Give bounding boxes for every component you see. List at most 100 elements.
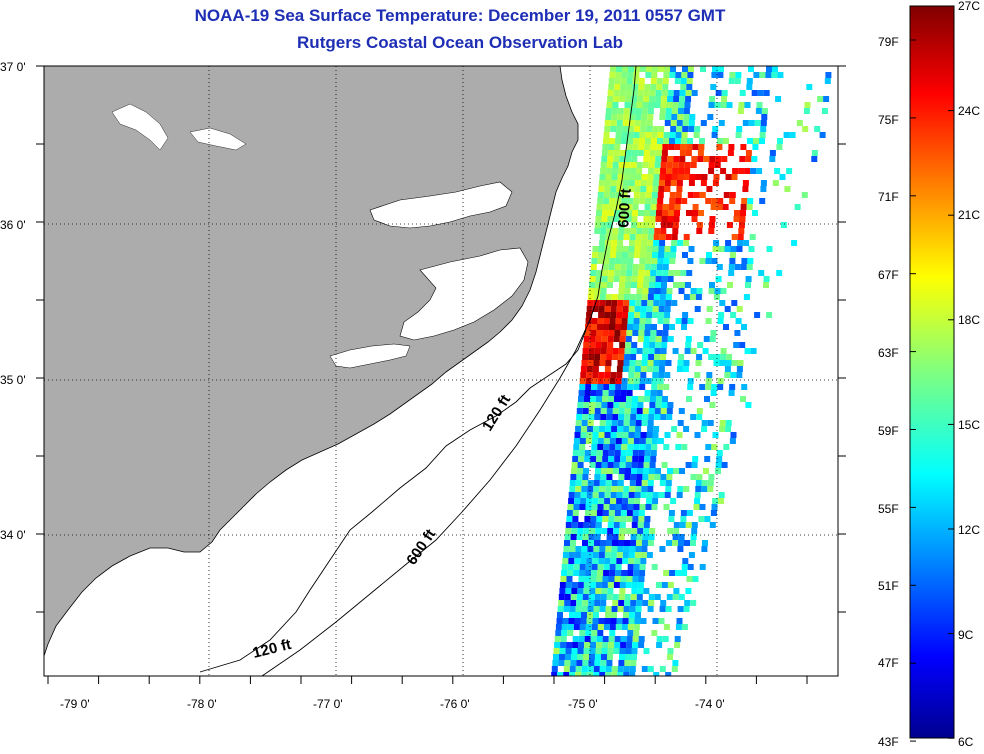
sst-pixel xyxy=(603,138,609,144)
sst-pixel xyxy=(559,588,566,594)
sst-pixel xyxy=(658,492,665,498)
sst-pixel xyxy=(783,132,790,138)
sst-pixel xyxy=(623,546,630,552)
sst-pixel xyxy=(707,486,714,492)
sst-pixel xyxy=(615,258,622,264)
sst-pixel xyxy=(683,174,690,180)
sst-pixel xyxy=(713,360,720,366)
sst-pixel xyxy=(608,510,615,516)
sst-pixel xyxy=(610,66,616,72)
sst-pixel xyxy=(627,378,634,384)
sst-pixel xyxy=(629,360,636,366)
sst-pixel xyxy=(694,498,701,504)
sst-pixel xyxy=(655,342,662,348)
sst-pixel xyxy=(679,468,685,474)
sst-pixel xyxy=(730,372,737,378)
sst-pixel xyxy=(691,522,698,528)
sst-pixel xyxy=(718,498,725,504)
sst-pixel xyxy=(699,192,706,198)
sst-pixel xyxy=(599,666,606,672)
sst-pixel xyxy=(695,174,702,180)
sst-pixel xyxy=(599,426,606,432)
sst-pixel xyxy=(607,528,614,534)
sst-pixel xyxy=(712,180,719,186)
sst-pixel xyxy=(580,372,587,378)
sst-pixel xyxy=(697,342,704,348)
sst-pixel xyxy=(583,402,590,408)
sst-pixel xyxy=(585,570,592,576)
sst-pixel xyxy=(625,216,632,222)
sst-pixel xyxy=(634,492,641,498)
sst-pixel xyxy=(656,78,663,84)
sst-pixel xyxy=(616,618,623,624)
sst-pixel xyxy=(658,306,665,312)
sst-pixel xyxy=(711,444,718,450)
sst-pixel xyxy=(681,318,688,324)
sst-pixel xyxy=(576,408,583,414)
sst-pixel xyxy=(636,474,643,480)
sst-pixel xyxy=(650,84,657,90)
sst-pixel xyxy=(641,240,648,246)
sst-pixel xyxy=(599,420,606,426)
sst-pixel xyxy=(614,210,620,216)
sst-pixel xyxy=(594,414,601,420)
sst-pixel xyxy=(685,96,692,102)
sst-pixel xyxy=(794,204,801,210)
sst-pixel xyxy=(744,348,751,354)
sst-pixel xyxy=(682,312,689,318)
sst-pixel xyxy=(658,372,665,378)
sst-pixel xyxy=(670,180,677,186)
sst-pixel xyxy=(760,120,767,126)
sst-pixel xyxy=(648,222,655,228)
lat-label-34: 34 0' xyxy=(0,528,26,542)
sst-pixel xyxy=(597,384,604,390)
sst-pixel xyxy=(746,264,753,270)
sst-pixel xyxy=(662,84,669,90)
sst-pixel xyxy=(634,558,641,564)
sst-pixel xyxy=(618,168,625,174)
sst-pixel xyxy=(628,252,634,258)
sst-pixel xyxy=(757,90,764,96)
contour-600ft-line xyxy=(261,66,637,676)
sst-pixel xyxy=(628,246,635,252)
sst-pixel xyxy=(589,336,596,342)
sst-pixel xyxy=(687,258,694,264)
sst-pixel xyxy=(553,654,559,660)
sst-pixel xyxy=(633,198,640,204)
sst-pixel xyxy=(629,480,636,486)
sst-pixel xyxy=(670,120,677,126)
sst-pixel xyxy=(657,192,664,198)
sst-pixel xyxy=(622,126,629,132)
sst-pixel xyxy=(588,354,595,360)
sst-pixel xyxy=(625,150,632,156)
sst-pixel xyxy=(806,84,813,90)
sst-pixel xyxy=(555,630,562,636)
sst-pixel xyxy=(651,564,658,570)
sst-pixel xyxy=(615,504,622,510)
sst-pixel xyxy=(622,618,629,624)
sst-pixel xyxy=(602,636,609,642)
sst-pixel xyxy=(678,534,685,540)
sst-pixel xyxy=(656,210,662,216)
sst-pixel xyxy=(627,564,634,570)
sst-pixel xyxy=(608,210,614,216)
sst-pixel xyxy=(700,120,707,126)
sst-pixel xyxy=(631,90,638,96)
sst-pixel xyxy=(634,372,641,378)
sst-pixel xyxy=(708,102,715,108)
sst-pixel xyxy=(682,66,688,72)
colorbar-f-63: 63F xyxy=(878,346,899,360)
sst-pixel xyxy=(591,630,598,636)
sst-pixel xyxy=(645,324,651,330)
sst-pixel xyxy=(635,420,642,426)
sst-pixel xyxy=(674,210,680,216)
sst-pixel xyxy=(748,246,755,252)
sst-pixel xyxy=(766,312,773,318)
sst-pixel xyxy=(717,384,724,390)
sst-pixel xyxy=(582,600,589,606)
sst-pixel xyxy=(654,228,661,234)
sst-pixel xyxy=(626,264,633,270)
sst-pixel xyxy=(629,114,636,120)
sst-pixel xyxy=(811,156,818,162)
sst-pixel xyxy=(740,264,747,270)
